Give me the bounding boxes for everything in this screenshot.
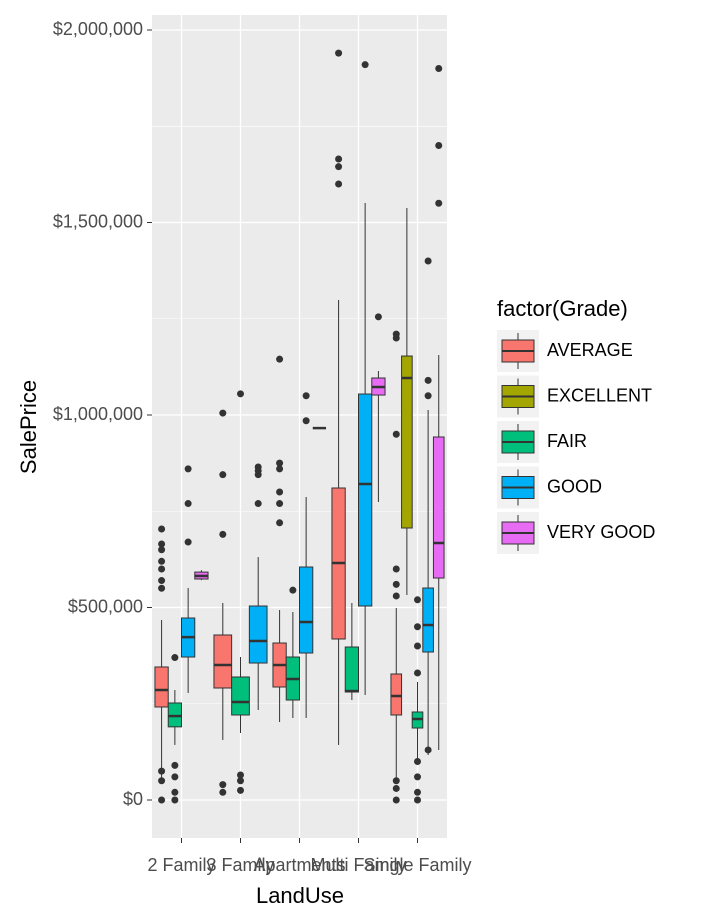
outlier [158, 540, 166, 548]
x-tick-label: 3 Family [206, 855, 274, 875]
outlier [392, 565, 400, 573]
outlier [219, 409, 227, 417]
x-tick-label: 2 Family [147, 855, 215, 875]
outlier [414, 623, 421, 631]
outlier [335, 180, 343, 188]
outlier [184, 500, 192, 508]
outlier [254, 500, 262, 508]
outlier [158, 777, 166, 785]
outlier [158, 584, 166, 592]
outlier [158, 796, 166, 804]
outlier [171, 773, 179, 781]
y-tick-label: $1,000,000 [53, 404, 143, 424]
legend-label: GOOD [547, 476, 602, 496]
x-tick-label: Multi Family [310, 855, 406, 875]
box [390, 673, 403, 716]
outlier [219, 781, 227, 789]
outlier [414, 796, 421, 804]
legend-label: AVERAGE [547, 340, 633, 360]
outlier [158, 767, 166, 775]
box [401, 355, 413, 529]
outlier [361, 61, 369, 69]
outlier [158, 546, 166, 554]
outlier [435, 65, 443, 73]
outlier [392, 777, 400, 785]
outlier [392, 784, 400, 792]
legend-title: factor(Grade) [497, 296, 628, 321]
outlier [435, 199, 443, 207]
outlier [237, 390, 244, 398]
x-tick-label: Apartments [253, 855, 345, 875]
outlier [171, 761, 179, 769]
outlier [424, 257, 432, 265]
outlier [414, 758, 421, 766]
outlier [414, 788, 421, 796]
y-tick-label: $500,000 [68, 596, 143, 616]
outlier [374, 313, 382, 321]
outlier [158, 557, 166, 565]
outlier [414, 669, 421, 677]
y-tick-label: $2,000,000 [53, 19, 143, 39]
outlier [302, 392, 310, 400]
outlier [219, 530, 227, 538]
legend-label: EXCELLENT [547, 385, 652, 405]
box [213, 634, 233, 689]
box [231, 676, 250, 716]
legend-label: VERY GOOD [547, 522, 655, 542]
outlier [392, 334, 400, 342]
outlier [392, 796, 400, 804]
outlier [237, 771, 244, 779]
outlier [335, 49, 343, 57]
outlier [171, 796, 179, 804]
outlier [335, 163, 343, 171]
outlier [237, 786, 244, 794]
outlier [171, 654, 179, 662]
outlier [158, 525, 166, 533]
outlier [424, 392, 432, 400]
box [358, 393, 373, 607]
outlier [276, 500, 284, 508]
outlier [424, 376, 432, 384]
outlier [414, 642, 421, 650]
y-axis-title: SalePrice [16, 380, 41, 474]
outlier [424, 746, 432, 754]
outlier [392, 580, 400, 588]
outlier [276, 355, 284, 363]
outlier [302, 417, 310, 425]
outlier [276, 519, 284, 527]
outlier [276, 459, 284, 467]
outlier [335, 155, 343, 163]
outlier [158, 565, 166, 573]
y-tick-label: $0 [123, 789, 143, 809]
outlier [414, 596, 421, 604]
outlier [184, 538, 192, 546]
x-axis-title: LandUse [256, 883, 344, 908]
box [154, 666, 169, 708]
box [422, 587, 434, 653]
box [432, 436, 445, 579]
box [248, 605, 268, 664]
box [344, 646, 360, 693]
outlier [254, 471, 262, 479]
x-tick-label: Single Family [363, 855, 471, 875]
outlier [219, 788, 227, 796]
box [299, 566, 314, 654]
outlier [158, 577, 166, 585]
outlier [237, 777, 244, 785]
outlier [171, 788, 179, 796]
legend-label: FAIR [547, 431, 587, 451]
outlier [414, 773, 421, 781]
outlier [184, 465, 192, 473]
outlier [276, 465, 284, 473]
outlier [219, 471, 227, 479]
y-tick-label: $1,500,000 [53, 211, 143, 231]
outlier [435, 142, 443, 150]
outlier [392, 592, 400, 600]
outlier [392, 430, 400, 438]
outlier [289, 586, 297, 594]
outlier [276, 488, 284, 496]
